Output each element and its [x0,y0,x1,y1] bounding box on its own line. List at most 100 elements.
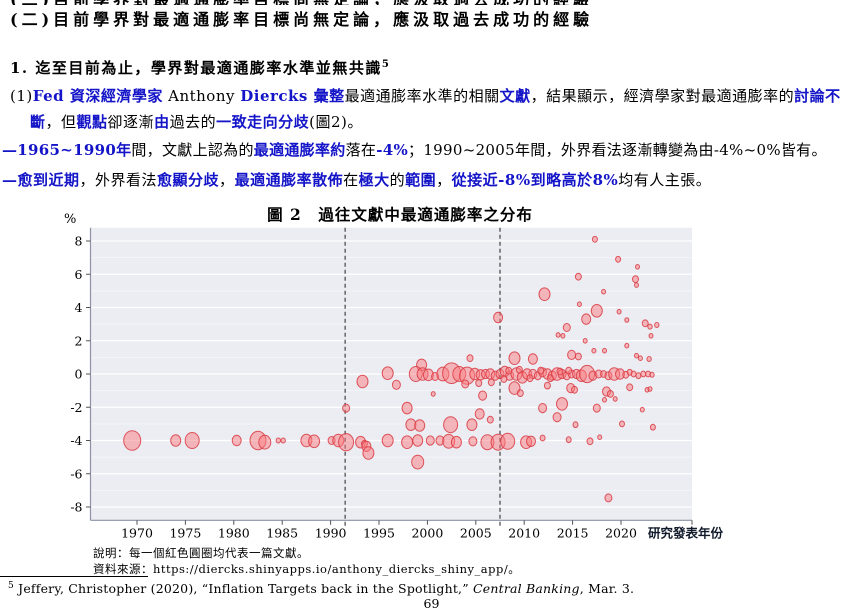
paper-bubble [649,423,656,431]
paper-bubble [602,397,607,403]
paper-bubble [412,434,424,447]
paper-bubble [604,493,613,503]
x-tick-label: 1975 [169,525,201,540]
paper-bubble [450,435,462,449]
text-segment: —1965~1990年 [2,141,132,159]
x-tick-label: 2020 [605,525,637,540]
paper-bubble [526,435,536,448]
x-tick-label: 1995 [363,525,395,540]
paper-bubble [634,352,639,359]
paper-bubble [639,406,645,413]
text-segment: 極大 [358,171,390,189]
text-segment: 討論不斷 [30,87,841,131]
text-segment: 一致走向分歧 [216,113,310,131]
text-segment: 最適通膨率約 [253,141,346,159]
paper-bubble [574,272,582,281]
text-segment: 落在 [345,141,377,159]
paper-bubble [515,365,523,374]
y-unit-label: % [64,212,76,227]
paper-bubble [574,352,582,361]
paper-bubble [356,374,369,389]
paper-bubble [582,338,588,344]
inflation-scatter-chart: 8 6 4 2 0 -2 -4 -6 -8 1970 1975 1980 1985 1990 1995 200… [64,212,724,540]
text-segment: ；1990~2005年間，外界看法逐漸轉變為由-4%~0%皆有。 [408,141,827,159]
paper-bubble [258,434,272,450]
x-tick-label: 2010 [508,525,540,540]
paper-bubble [634,282,639,288]
paper-bubble [342,403,351,413]
footnote-separator [0,576,148,577]
text-segment: 的 [389,171,406,189]
y-tick-label: -8 [70,500,82,515]
text-segment: Diercks 彙整 [240,87,345,105]
x-tick-label: 1970 [121,525,153,540]
text-segment: (圖2)。 [309,113,363,131]
paper-bubble [572,421,579,429]
paper-bubble [505,366,513,375]
x-tick-label: 1990 [315,525,347,540]
paper-bubble [556,367,564,376]
paper-bubble [601,288,607,295]
text-segment: 過去的 [169,113,217,131]
paper-bubble [616,308,622,315]
paper-bubble [280,437,286,444]
paragraph-1: (1)Fed 資深經濟學家 Anthony Diercks 彙整最適通膨率水準的… [10,83,858,135]
paper-bubble [606,390,614,398]
text-segment: ，但 [45,113,77,131]
text-segment: 文獻 [499,87,531,105]
paper-bubble [592,403,601,413]
paper-bubbles [123,235,660,503]
y-tick-label: 0 [75,367,83,382]
text-segment: 卻逐漸 [107,113,155,131]
paper-bubble [647,323,653,330]
paper-bubble [646,356,652,362]
paper-bubble [425,435,435,446]
paper-bubble [466,418,478,431]
bullet-recent-divergence: —愈到近期，外界看法愈顯分歧，最適通膨率散佈在極大的範圍，從接近-8%到略高於8… [2,169,711,190]
clipped-previous-line: (二)目前學界對最適通膨率目標尚無定論，應汲取過去成功的經驗 [10,0,630,5]
paper-bubble [475,379,483,388]
paper-bubble [562,323,571,332]
paper-bubble [602,347,607,354]
paper-bubble [649,371,655,378]
paper-bubble [493,311,504,324]
paper-bubble [461,379,470,389]
y-tick-label: -4 [70,433,82,448]
text-segment: 間，文獻上認為的 [131,141,254,159]
paper-bubble [630,370,637,378]
paper-bubble [647,386,653,392]
paper-bubble [571,385,578,394]
paper-bubble [543,381,551,390]
chart-source: 資料來源：https://diercks.shinyapps.io/anthon… [93,562,521,576]
y-tick-label: 6 [75,267,83,282]
paper-bubble [526,374,534,383]
chart-title: 圖 2 過往文獻中最適通膨率之分布 [267,205,533,224]
paper-bubble [487,378,495,387]
text-segment: ，外界看法 [79,171,158,189]
paper-bubble [626,383,634,392]
paper-bubble [635,264,640,270]
paper-bubble [486,415,494,424]
paper-bubble [539,434,546,442]
paper-bubble [538,403,548,414]
paper-bubble [391,379,401,390]
paper-bubble [635,372,642,380]
paper-bubble [123,430,142,451]
text-segment: 在 [343,171,359,189]
paper-bubble [184,432,200,449]
paper-bubble [619,420,625,428]
text-segment: 均有人主張。 [618,171,712,189]
text-segment: (1) [10,87,33,105]
paper-bubble [648,333,654,339]
bullet-1965-1990: —1965~1990年間，文獻上認為的最適通膨率約落在-4%；1990~2005… [2,139,827,160]
paper-bubble [576,301,582,307]
paper-bubble [581,313,592,325]
paper-bubble [430,391,436,397]
paper-bubble [591,347,597,354]
text-segment: ， [436,171,452,189]
paper-bubble [624,342,630,349]
paper-bubble [468,436,478,447]
paper-bubble [500,432,516,450]
paper-bubble [555,332,561,338]
y-tick-label: 4 [75,300,83,315]
